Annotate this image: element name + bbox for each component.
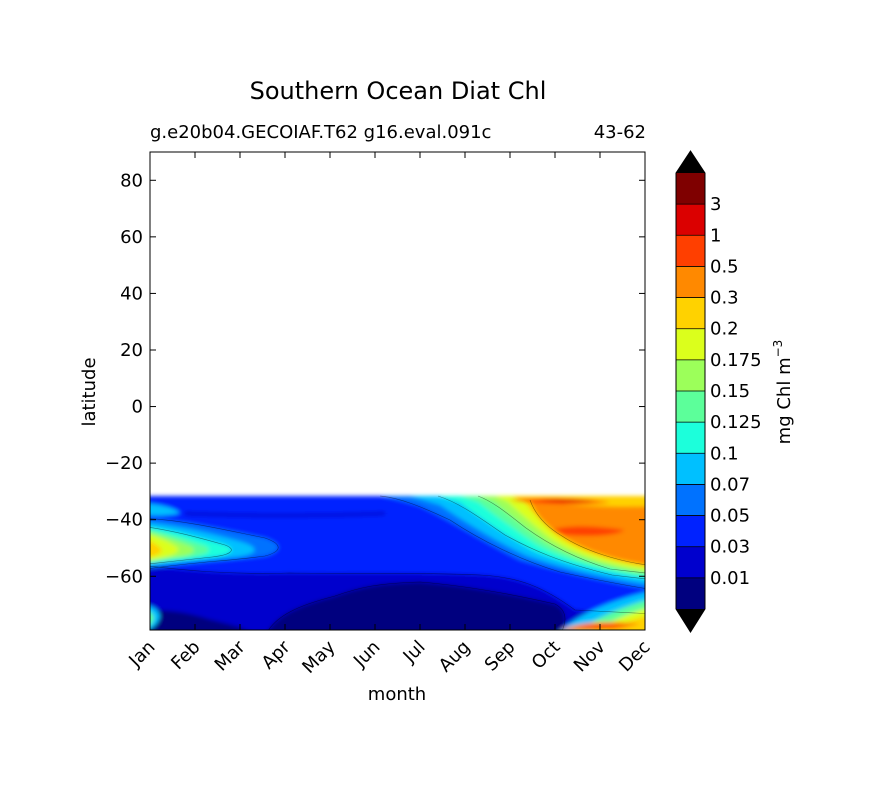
bloom-coast-1 [575, 624, 630, 630]
y-tick-label: 80 [120, 170, 143, 191]
colorbar-segment [676, 235, 705, 267]
colorbar-segment [676, 391, 705, 423]
band-dark-core [268, 582, 565, 630]
colorbar-segment [676, 173, 705, 205]
y-tick-label: −60 [105, 566, 143, 587]
colorbar-extend-high [676, 151, 705, 173]
colorbar-segment [676, 484, 705, 516]
x-tick-label: Jan [124, 637, 159, 672]
colorbar-tick-label: 0.05 [710, 506, 750, 527]
x-tick-label: May [298, 636, 339, 677]
colorbar-tick-label: 1 [710, 225, 721, 246]
x-tick-label: Jul [399, 637, 430, 668]
colorbar-tick-label: 0.15 [710, 381, 750, 402]
y-tick-label: 0 [132, 397, 143, 418]
colorbar-tick-label: 0.3 [710, 288, 739, 309]
x-tick-label: Jun [349, 637, 384, 672]
colorbar: 0.01 0.03 0.05 0.07 0.1 0.125 0.15 0.175 0.2 0.3 0… [675, 150, 762, 633]
y-tick-label: 60 [120, 227, 143, 248]
x-tick-label: Apr [258, 636, 295, 673]
bloom-spring-1 [552, 526, 625, 536]
bloom-spring-north-3 [540, 499, 595, 503]
y-tick-label: −40 [105, 510, 143, 531]
y-axis-label: latitude [79, 357, 100, 426]
y-tick-label: 20 [120, 340, 143, 361]
colorbar-segment [676, 359, 705, 391]
colorbar-tick-label: 0.5 [710, 256, 739, 277]
colorbar-segment [676, 577, 705, 609]
heatmap-field [150, 495, 645, 630]
colorbar-segment [676, 328, 705, 360]
x-tick-label: Dec [615, 637, 654, 676]
y-axis: 80 60 40 20 0 −20 −40 −60 [105, 170, 645, 587]
colorbar-tick-label: 0.03 [710, 537, 750, 558]
colorbar-label-exponent: −3 [771, 340, 785, 358]
colorbar-segment [676, 422, 705, 454]
colorbar-tick-label: 0.125 [710, 412, 762, 433]
colorbar-tick-label: 0.2 [710, 319, 739, 340]
colorbar-segment [676, 297, 705, 329]
x-tick-label: Feb [167, 637, 204, 674]
band-dark-jan [150, 610, 247, 630]
x-tick-label: Sep [481, 637, 520, 676]
x-tick-label: Mar [211, 636, 250, 675]
chart-subtitle-right: 43-62 [594, 122, 646, 143]
colorbar-segment [676, 266, 705, 298]
colorbar-tick-label: 0.07 [710, 474, 750, 495]
colorbar-tick-label: 0.175 [710, 350, 762, 371]
colorbar-tick-label: 0.01 [710, 568, 750, 589]
colorbar-segment [676, 204, 705, 236]
y-tick-label: −20 [105, 453, 143, 474]
colorbar-extend-low [676, 609, 705, 632]
colorbar-label: mg Chl m−3 [771, 340, 795, 445]
colorbar-segment [676, 453, 705, 485]
y-tick-label: 40 [120, 283, 143, 304]
colorbar-outline [675, 150, 706, 633]
line-38 [185, 512, 385, 517]
bloom-jan-3 [150, 540, 162, 558]
plot-frame [149, 151, 646, 631]
colorbar-tick-label: 0.1 [710, 443, 739, 464]
colorbar-segment [676, 546, 705, 578]
x-tick-label: Oct [528, 637, 565, 674]
colorbar-tick-label: 3 [710, 194, 721, 215]
x-axis-label: month [368, 684, 426, 705]
colorbar-segment [676, 515, 705, 547]
x-tick-label: Nov [570, 636, 610, 676]
bloom-north-edge [150, 503, 180, 516]
x-tick-label: Aug [435, 637, 475, 677]
chart-subtitle-left: g.e20b04.GECOIAF.T62 g16.eval.091c [150, 122, 491, 143]
bloom-jan-coast-15 [150, 612, 154, 625]
bloom-jan-coast-10 [150, 606, 160, 629]
chart-title: Southern Ocean Diat Chl [250, 77, 547, 105]
